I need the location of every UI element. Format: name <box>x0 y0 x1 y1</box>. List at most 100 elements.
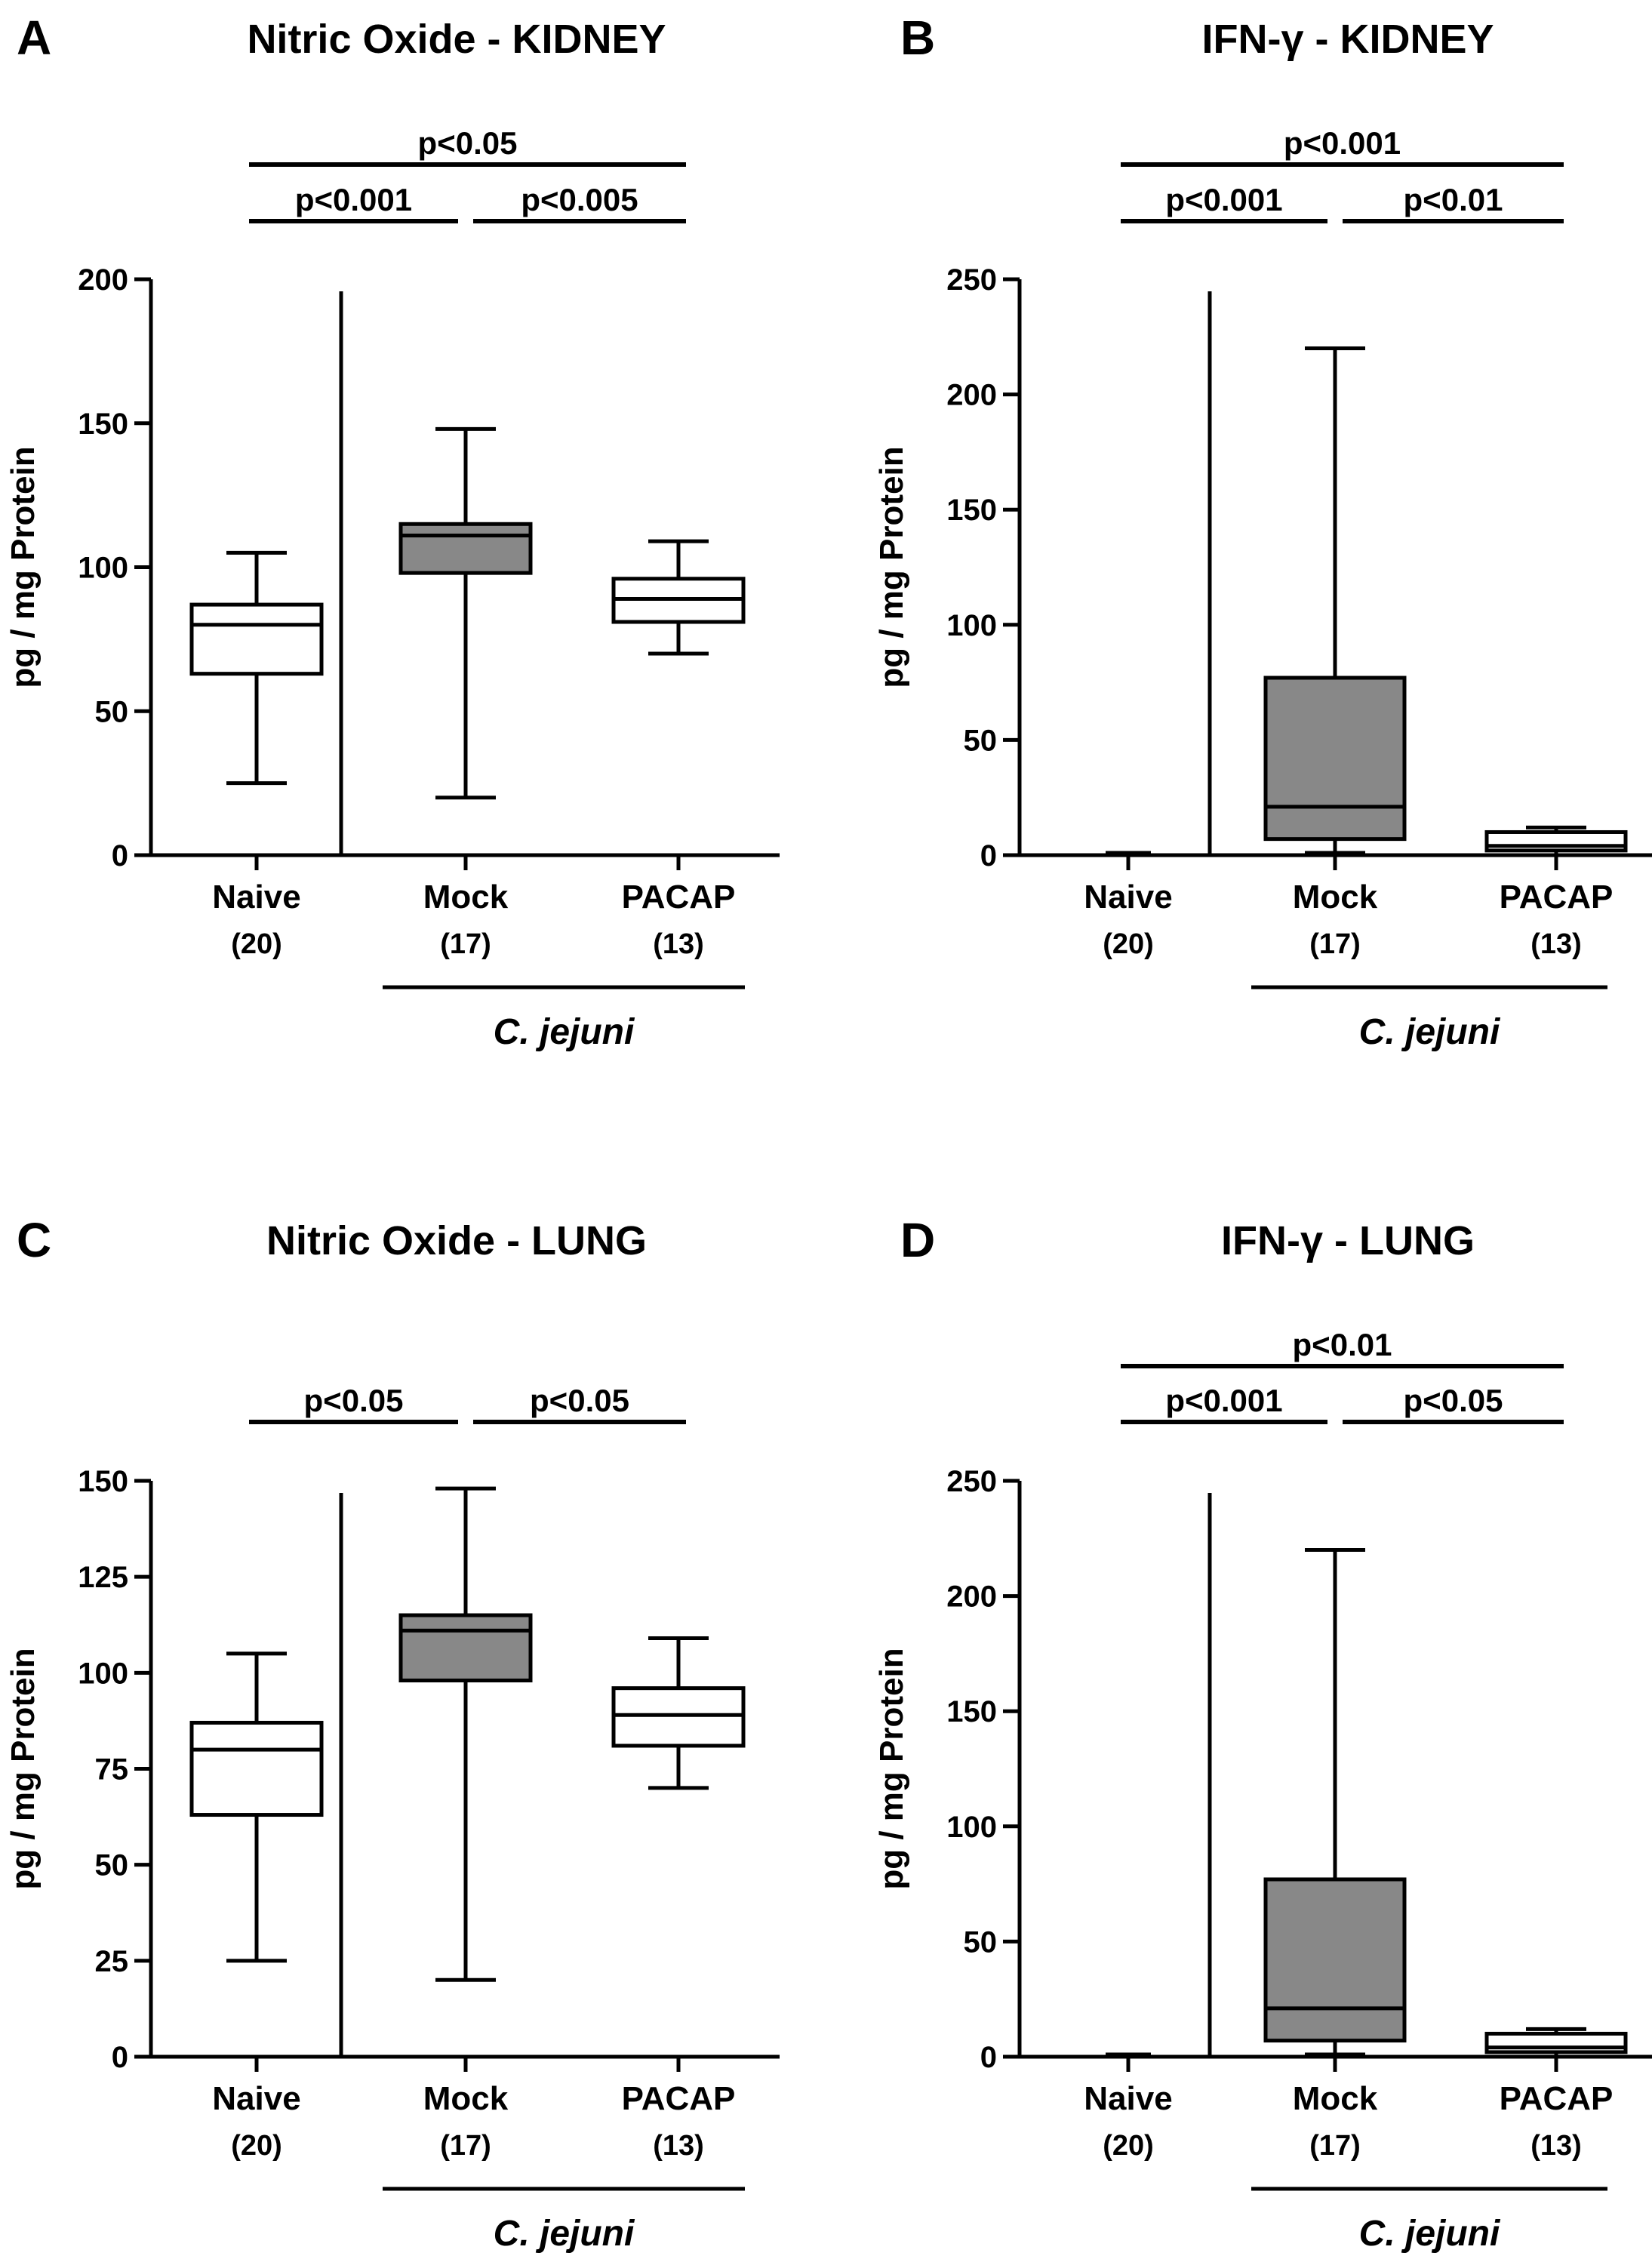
box-iqr <box>189 602 324 676</box>
y-tick-label: 50 <box>95 695 129 728</box>
panel-d: D IFN-γ - LUNG 0 50 100 150 200 250 pg / mg Prot… <box>873 1213 1652 2254</box>
panel-a: A Nitric Oxide - KIDNEY 0 50 100 150 200 pg / m… <box>5 11 780 1052</box>
panel-letter: B <box>900 11 935 65</box>
n-label: (13) <box>653 928 704 960</box>
box-pacap <box>1484 2027 1628 2059</box>
significance-label: p<0.05 <box>1404 1383 1503 1418</box>
category-label: PACAP <box>622 879 736 916</box>
box-iqr <box>611 1686 746 1748</box>
y-tick-label: 0 <box>980 2041 997 2074</box>
y-tick-label: 100 <box>946 609 997 642</box>
panel-title: IFN-γ - KIDNEY <box>1201 17 1494 62</box>
n-label: (20) <box>231 2130 282 2162</box>
significance-label: p<0.05 <box>418 125 518 161</box>
n-label: (17) <box>1309 928 1361 960</box>
significance-label: p<0.001 <box>1165 182 1282 217</box>
y-tick-label: 150 <box>946 1695 997 1728</box>
y-tick-label: 200 <box>78 263 128 297</box>
n-label: (13) <box>653 2130 704 2162</box>
y-tick-label: 150 <box>78 1465 128 1498</box>
significance-bracket: p<0.05 <box>249 125 686 167</box>
significance-label: p<0.05 <box>530 1383 629 1418</box>
category-label: Mock <box>1293 2080 1378 2117</box>
box-mock <box>398 1486 533 1982</box>
y-tick-label: 150 <box>78 408 128 441</box>
n-label: (17) <box>1309 2130 1361 2162</box>
y-tick-label: 250 <box>946 263 997 297</box>
y-tick-label: 50 <box>964 1925 998 1959</box>
y-tick-label: 100 <box>78 1657 128 1690</box>
significance-label: p<0.05 <box>304 1383 404 1418</box>
n-label: (20) <box>1103 2130 1154 2162</box>
category-label: Naive <box>212 2080 300 2117</box>
y-tick-label: 0 <box>980 839 997 873</box>
significance-bracket: p<0.05 <box>473 1383 686 1424</box>
box-iqr <box>1263 676 1407 842</box>
y-tick-label: 250 <box>946 1465 997 1498</box>
y-tick-label: 100 <box>946 1811 997 1844</box>
significance-label: p<0.01 <box>1293 1327 1392 1362</box>
panel-title: Nitric Oxide - LUNG <box>266 1218 647 1263</box>
category-label: Mock <box>423 879 509 916</box>
category-label: PACAP <box>622 2080 736 2117</box>
category-label: PACAP <box>1500 879 1614 916</box>
n-label: (13) <box>1530 2130 1582 2162</box>
significance-bracket: p<0.001 <box>1121 125 1564 167</box>
box-pacap <box>611 1636 746 1790</box>
box-naive <box>189 1651 324 1963</box>
significance-bracket: p<0.01 <box>1121 1327 1564 1368</box>
box-mock <box>1263 346 1407 855</box>
box-iqr <box>189 1720 324 1817</box>
significance-label: p<0.01 <box>1404 182 1503 217</box>
box-pacap <box>611 539 746 656</box>
y-axis-label: pg / mg Protein <box>873 446 910 688</box>
y-axis-label: pg / mg Protein <box>5 446 42 688</box>
group-label: C. jejuni <box>1359 2214 1501 2254</box>
y-tick-label: 200 <box>946 379 997 412</box>
panel-c: C Nitric Oxide - LUNG 0 25 50 75 100 125 150 pg /… <box>5 1213 780 2254</box>
y-axis-label: pg / mg Protein <box>5 1648 42 1889</box>
significance-bracket: p<0.001 <box>1121 182 1327 223</box>
significance-bracket: p<0.005 <box>473 182 686 223</box>
box-naive <box>1059 851 1198 857</box>
box-naive <box>1059 2052 1198 2059</box>
y-tick-label: 75 <box>95 1753 129 1787</box>
box-iqr <box>1263 1877 1407 2043</box>
panel-b: B IFN-γ - KIDNEY 0 50 100 150 200 250 pg / mg Pr… <box>873 11 1652 1052</box>
y-tick-label: 50 <box>95 1849 129 1882</box>
y-tick-label: 100 <box>78 552 128 585</box>
n-label: (17) <box>440 928 491 960</box>
category-label: Naive <box>1084 879 1172 916</box>
category-label: Naive <box>212 879 300 916</box>
y-tick-label: 0 <box>112 2041 128 2074</box>
significance-bracket: p<0.001 <box>249 182 458 223</box>
category-label: Naive <box>1084 2080 1172 2117</box>
y-tick-label: 25 <box>95 1945 129 1978</box>
y-tick-label: 50 <box>964 724 998 757</box>
significance-label: p<0.001 <box>1165 1383 1282 1418</box>
box-mock <box>398 426 533 800</box>
category-label: Mock <box>1293 879 1378 916</box>
y-tick-label: 125 <box>78 1561 128 1594</box>
box-naive <box>189 550 324 786</box>
panel-letter: C <box>17 1213 51 1267</box>
panel-title: IFN-γ - LUNG <box>1221 1218 1475 1263</box>
n-label: (20) <box>1103 928 1154 960</box>
significance-bracket: p<0.05 <box>1343 1383 1564 1424</box>
box-iqr <box>398 522 533 575</box>
significance-label: p<0.001 <box>295 182 412 217</box>
box-pacap <box>1484 825 1628 857</box>
box-mock <box>1263 1548 1407 2057</box>
panel-letter: D <box>900 1213 935 1267</box>
box-iqr <box>398 1613 533 1683</box>
significance-label: p<0.005 <box>521 182 638 217</box>
y-tick-label: 200 <box>946 1580 997 1614</box>
n-label: (20) <box>231 928 282 960</box>
significance-label: p<0.001 <box>1284 125 1401 161</box>
category-label: Mock <box>423 2080 509 2117</box>
n-label: (17) <box>440 2130 491 2162</box>
category-label: PACAP <box>1500 2080 1614 2117</box>
significance-bracket: p<0.001 <box>1121 1383 1327 1424</box>
group-label: C. jejuni <box>494 1012 635 1052</box>
group-label: C. jejuni <box>1359 1012 1501 1052</box>
